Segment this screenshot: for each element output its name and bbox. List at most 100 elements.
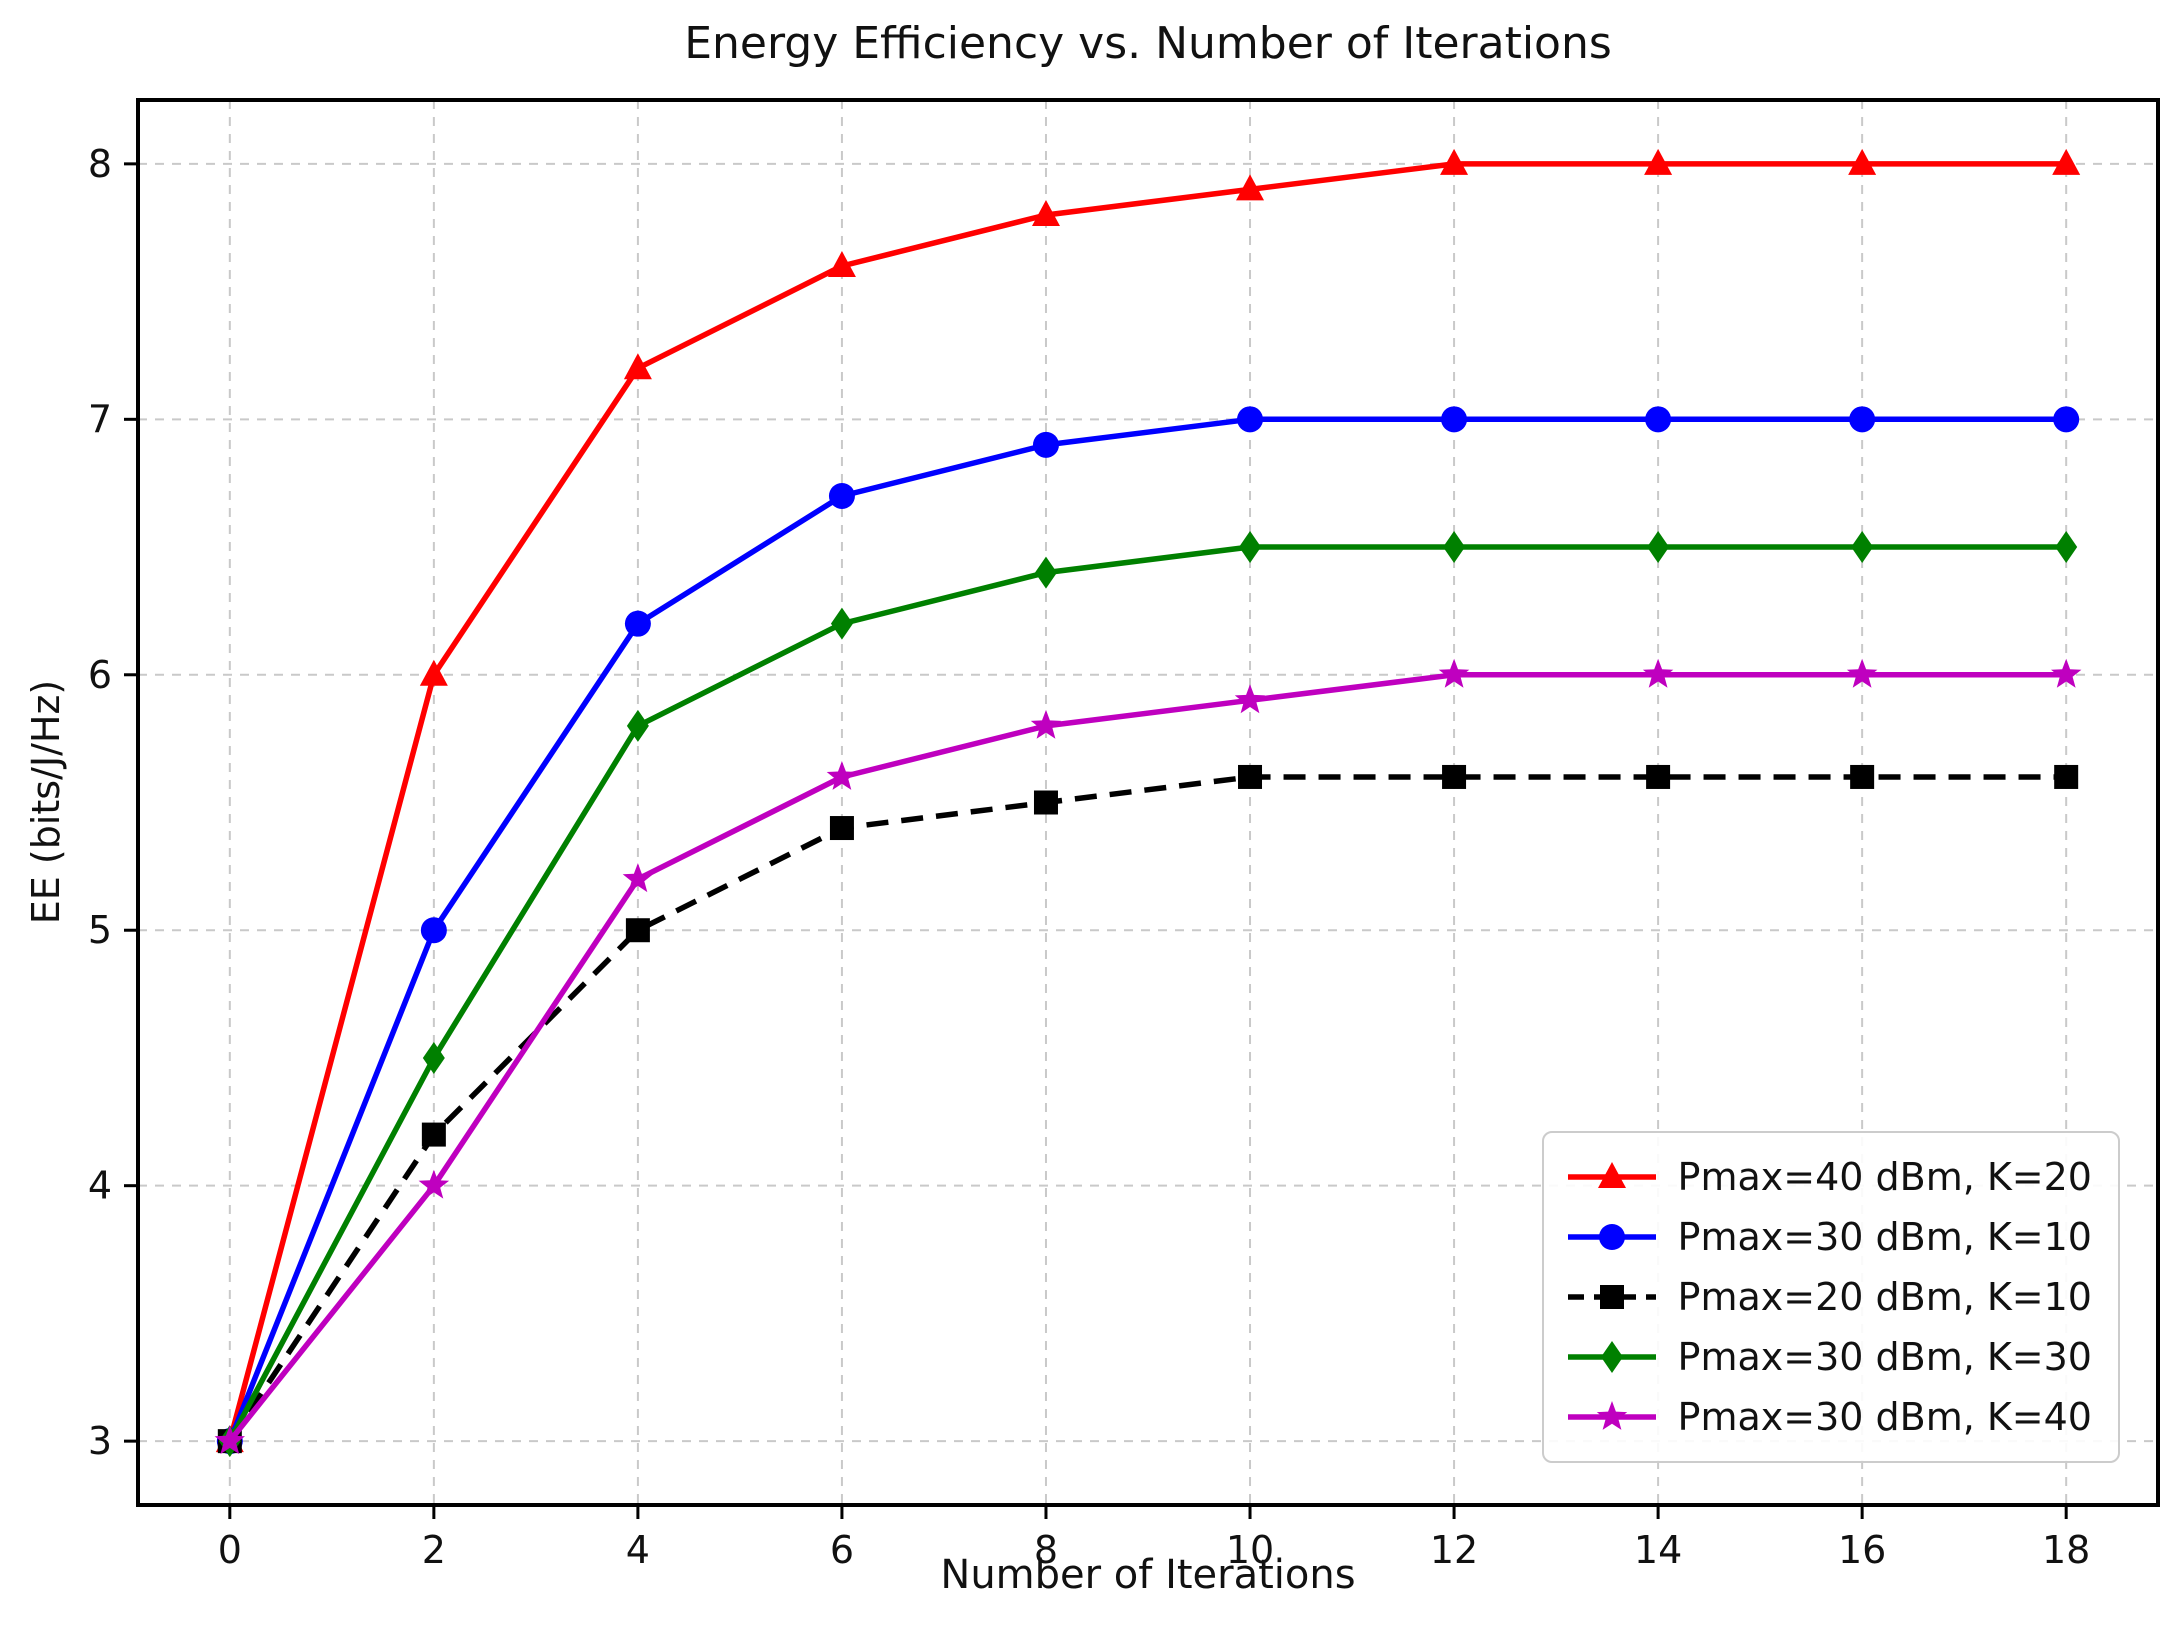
y-tick-label: 7	[88, 397, 112, 441]
axis-tick-labels: 0 2 4 6 8 10 12 14 16 18 3 4 5 6 7 8	[88, 142, 2091, 1572]
legend-sample-square-icon	[1567, 1285, 1656, 1309]
data-point-marker	[1234, 684, 1266, 714]
legend-sample-circle-icon	[1567, 1224, 1656, 1250]
data-point-marker	[826, 761, 858, 790]
series-markers-3	[218, 531, 2078, 1458]
y-axis-label: EE (bits/J/Hz)	[24, 679, 68, 925]
data-point-marker	[420, 917, 447, 944]
series-markers-0	[215, 148, 2081, 1453]
data-point-marker	[214, 1425, 245, 1455]
legend: Pmax=40 dBm, K=20 Pmax=30 dBm, K=10 Pmax=2…	[1541, 1131, 2120, 1463]
data-point-marker	[2054, 764, 2079, 789]
data-point-marker	[1441, 406, 1468, 433]
data-point-marker	[827, 251, 856, 278]
data-point-marker	[626, 709, 649, 742]
data-point-marker	[1239, 531, 1262, 564]
data-point-marker	[422, 1041, 445, 1074]
data-point-marker	[1598, 1224, 1625, 1250]
x-axis-label: Number of Iterations	[940, 1552, 1356, 1598]
x-tick-label: 2	[422, 1528, 446, 1572]
x-tick-label: 8	[1034, 1528, 1058, 1572]
plot-border	[136, 98, 2160, 1507]
y-tick-label: 3	[88, 1419, 112, 1463]
data-point-marker	[1443, 531, 1466, 564]
legend-sample-triangle-icon	[1567, 1162, 1656, 1188]
data-point-marker	[1237, 406, 1264, 433]
data-point-marker	[1032, 431, 1059, 458]
legend-label: Pmax=30 dBm, K=10	[1677, 1215, 2092, 1259]
data-point-marker	[2052, 148, 2081, 175]
data-point-marker	[1846, 658, 1878, 688]
data-point-marker	[1597, 1162, 1626, 1188]
data-point-marker	[1850, 764, 1875, 789]
data-point-marker	[2051, 658, 2082, 688]
legend-label: Pmax=40 dBm, K=20	[1677, 1155, 2092, 1199]
data-point-marker	[1442, 764, 1467, 789]
data-point-marker	[623, 353, 652, 380]
series-line-0	[227, 161, 2067, 1442]
series-line-4	[227, 672, 2067, 1443]
data-point-marker	[1644, 148, 1673, 175]
data-point-marker	[1034, 556, 1057, 589]
data-point-marker	[1031, 199, 1060, 226]
data-point-marker	[1848, 148, 1877, 175]
legend-item: Pmax=30 dBm, K=40	[1564, 1391, 2092, 1443]
x-tick-label: 14	[1634, 1528, 1682, 1572]
data-point-marker	[1033, 790, 1058, 815]
data-point-marker	[419, 659, 448, 686]
data-point-marker	[829, 816, 854, 841]
legend-sample-diamond-icon	[1567, 1341, 1656, 1373]
data-point-marker	[828, 482, 855, 509]
data-point-marker	[1599, 1285, 1624, 1309]
data-point-marker	[1596, 1401, 1627, 1430]
data-point-marker	[622, 863, 654, 893]
legend-sample-star-icon	[1567, 1401, 1656, 1430]
x-tick-label: 10	[1226, 1528, 1274, 1572]
x-tick-label: 4	[626, 1528, 650, 1572]
y-tick-label: 8	[88, 142, 112, 186]
data-point-marker	[624, 610, 651, 637]
series-line-2	[227, 774, 2067, 1443]
data-point-marker	[1849, 406, 1876, 433]
x-tick-label: 18	[2042, 1528, 2090, 1572]
x-tick-label: 16	[1838, 1528, 1886, 1572]
data-point-marker	[1438, 658, 1470, 688]
data-point-marker	[1645, 406, 1672, 433]
x-tick-label: 6	[830, 1528, 854, 1572]
data-point-marker	[418, 1169, 450, 1199]
data-point-marker	[1647, 531, 1670, 564]
data-point-marker	[2053, 406, 2080, 433]
data-point-marker	[1600, 1341, 1623, 1373]
y-tick-label: 6	[88, 653, 112, 697]
data-point-marker	[1646, 764, 1671, 789]
data-point-marker	[625, 918, 650, 943]
data-point-marker	[421, 1122, 446, 1147]
data-point-marker	[1851, 531, 1874, 564]
data-point-marker	[2055, 531, 2078, 564]
legend-item: Pmax=40 dBm, K=20	[1564, 1151, 2092, 1203]
y-tick-label: 5	[88, 908, 112, 952]
x-tick-label: 12	[1430, 1528, 1478, 1572]
legend-label: Pmax=20 dBm, K=10	[1677, 1275, 2092, 1319]
legend-label: Pmax=30 dBm, K=40	[1677, 1395, 2092, 1439]
data-point-marker	[1236, 174, 1265, 201]
series-line-3	[227, 544, 2067, 1443]
series-line-1	[227, 416, 2067, 1443]
series-markers-4	[214, 658, 2082, 1455]
data-point-marker	[1238, 764, 1263, 789]
legend-item: Pmax=30 dBm, K=10	[1564, 1211, 2092, 1263]
legend-item: Pmax=20 dBm, K=10	[1564, 1271, 2092, 1323]
data-point-marker	[1440, 148, 1469, 175]
data-point-marker	[1642, 658, 1674, 688]
axis-ticks	[124, 162, 2068, 1519]
legend-label: Pmax=30 dBm, K=30	[1677, 1335, 2092, 1379]
chart-title: Energy Efficiency vs. Number of Iteratio…	[684, 18, 1612, 69]
legend-item: Pmax=30 dBm, K=30	[1564, 1331, 2092, 1383]
data-point-marker	[830, 607, 853, 640]
y-tick-label: 4	[88, 1164, 112, 1208]
x-tick-label: 0	[218, 1528, 242, 1572]
data-point-marker	[1030, 709, 1062, 739]
